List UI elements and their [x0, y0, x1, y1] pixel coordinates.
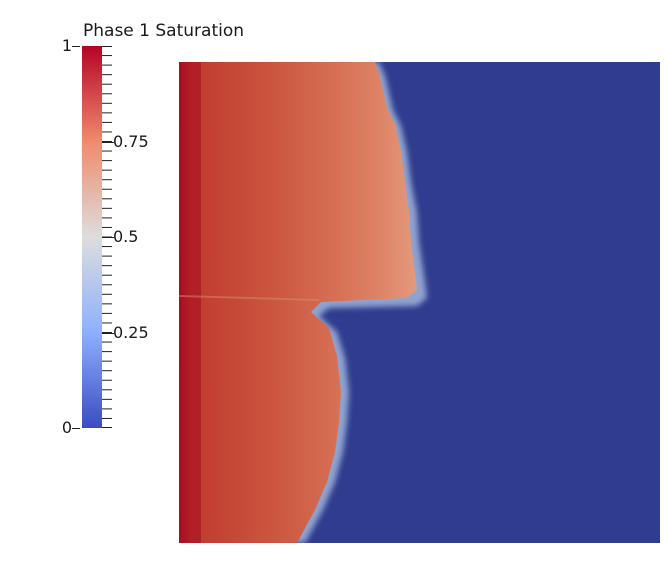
saturation-field	[179, 62, 660, 543]
colorbar-tick-label: 0	[61, 418, 72, 437]
saturated-region	[179, 62, 417, 543]
colorbar-tick-label: 1	[61, 36, 72, 55]
colorbar-tick-label: 0.25	[113, 322, 149, 342]
legend-title: Phase 1 Saturation	[83, 21, 245, 41]
colorbar-tick-mark	[72, 428, 80, 429]
colorbar-tick-label: 0.5	[113, 227, 139, 246]
colorbar-tick-mark	[102, 332, 114, 334]
colorbar-tick-mark	[72, 46, 80, 47]
colorbar-tick-mark	[102, 237, 114, 238]
colorbar-gradient	[82, 46, 102, 428]
colorbar-tick-mark	[102, 141, 114, 143]
colorbar-tick-label: 0.75	[113, 131, 149, 151]
